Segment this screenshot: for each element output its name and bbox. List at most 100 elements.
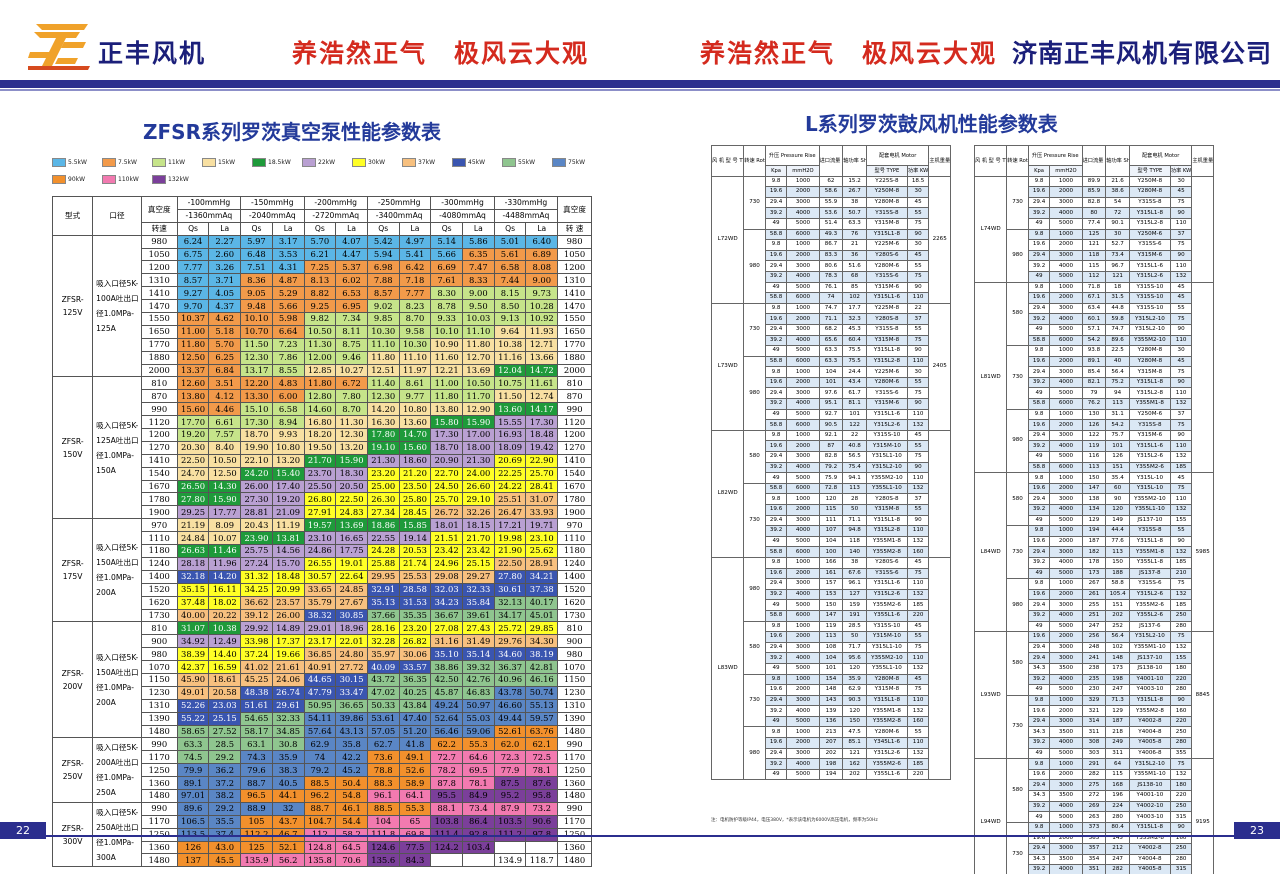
blower-model: L74WD — [973, 175, 1008, 283]
value-cell: 22.55 — [366, 531, 400, 546]
value-cell: 4000 — [1049, 440, 1083, 453]
table-row: 29.4 3000 357 212 Y4002-8 250 — [975, 843, 1214, 855]
speed-cell: 990 — [140, 737, 178, 752]
value-cell: 135.6 — [366, 853, 400, 868]
value-cell: 18.60 — [398, 453, 432, 468]
speed-cell-right: 810 — [557, 376, 592, 391]
speed-cell: 1390 — [140, 711, 178, 726]
value-cell: 78.1 — [462, 776, 495, 790]
value-cell: 75 — [906, 451, 930, 463]
value-cell: JS137-10 — [1128, 514, 1171, 527]
value-cell: 58.8 — [764, 292, 788, 304]
legend-item: 75kW — [552, 156, 602, 169]
value-cell: 71.7 — [842, 641, 867, 654]
value-cell: 8.15 — [493, 286, 527, 301]
value-cell: 7.77 — [398, 286, 432, 301]
value-cell: 49 — [764, 768, 788, 781]
value-cell: 25.15 — [208, 711, 242, 726]
value-cell: 8.82 — [303, 286, 337, 301]
value-cell: 75.5 — [842, 345, 867, 357]
value-cell: 8.70 — [398, 312, 432, 326]
value-cell: 20.43 — [240, 518, 273, 533]
table-row: 900 34.92 12.49 33.98 17.37 23.17 22.01 32.28 26… — [53, 634, 592, 649]
table-row: 1480 58.65 27.52 58.17 34.85 57.64 43.13 57.05 5… — [53, 724, 592, 739]
table-row: 29.4 3000 275 168 JS138-10 180 — [975, 779, 1214, 792]
col-model-header: 型式 — [51, 196, 94, 236]
table-row: 58.8 6000 90.5 122 Y315L2-6 132 — [712, 419, 951, 431]
value-cell: Y315L1-8 — [1128, 376, 1171, 389]
pressure-mmhg: -250mmHg — [366, 196, 432, 210]
value-cell: 29.4 — [1027, 302, 1051, 315]
value-cell: Y4006-8 — [1128, 747, 1171, 760]
weight-header: 主机重量 Frame Weight kg — [1191, 145, 1214, 177]
table-row: 1400 32.18 14.20 31.32 18.48 30.57 22.64 29.95 2… — [53, 569, 592, 584]
value-cell: Y315L1-8 — [865, 694, 908, 707]
value-cell: 247 — [1105, 684, 1130, 696]
value-cell: 104 — [366, 814, 400, 829]
table-row: 1620 37.48 18.02 36.62 23.57 35.79 27.67 35.13 3… — [53, 595, 592, 610]
value-cell: 112 — [303, 827, 337, 842]
table-row: 58.8 6000 100 140 Y355M2-8 160 — [712, 546, 951, 558]
value-cell: 29.2 — [208, 750, 242, 765]
model-header: 风 机 型 号 TYPE — [710, 145, 745, 177]
table-row: 29.4 3000 118 73.4 Y315M-6 90 — [975, 249, 1214, 262]
value-cell: Y355L1-10 — [865, 482, 908, 495]
speed-cell-right: 870 — [557, 389, 592, 404]
value-cell: 29.4 — [1027, 599, 1051, 611]
value-cell: 126 — [176, 840, 210, 855]
value-cell: 6.84 — [208, 363, 242, 378]
value-cell: 280 — [1169, 620, 1193, 633]
value-cell: Y4005-8 — [1128, 737, 1171, 749]
value-cell: 2000 — [1049, 588, 1083, 601]
value-cell: 15.90 — [208, 492, 242, 507]
table-row: 49 5000 263 280 Y4003-10 315 — [975, 811, 1214, 823]
header-row-1: 型式 口径 真空度 -100mmHg -150mmHg -200mmHg -250mmHg -… — [51, 196, 592, 236]
value-cell: 74.5 — [176, 750, 210, 765]
speed-cell-right: 1120 — [557, 415, 592, 430]
value-cell: 110 — [906, 472, 930, 484]
speed-cell: 1050 — [140, 247, 178, 262]
value-cell: 1000 — [1049, 228, 1083, 241]
value-cell: 9.05 — [240, 286, 273, 301]
speed-cell: 1480 — [140, 853, 178, 868]
table-row: 49 5000 75.9 94.1 Y355M2-10 110 — [712, 472, 951, 484]
value-cell: 25.72 — [493, 621, 527, 636]
value-cell: 5000 — [786, 281, 820, 294]
value-cell: 82.8 — [818, 451, 844, 463]
speed-cell-right: 980 — [557, 647, 592, 662]
value-cell: Y315L1-8 — [1128, 535, 1171, 548]
value-cell: 75.9 — [818, 472, 844, 484]
value-cell: 75 — [1169, 631, 1193, 643]
value-cell: 9.48 — [240, 299, 273, 314]
value-cell: 39.2 — [764, 270, 788, 283]
value-cell: 311 — [1081, 726, 1107, 739]
table-row: 19.6 2000 71.1 32.3 Y280S-8 37 — [712, 313, 951, 325]
value-cell: 27.72 — [335, 660, 368, 674]
value-cell: 160 — [906, 715, 930, 728]
value-cell: 2000 — [1049, 768, 1083, 781]
value-cell: 58.8 — [764, 355, 788, 368]
value-cell: 64.5 — [335, 840, 368, 855]
value-cell: 132 — [906, 747, 930, 760]
weight-cell: 2265 — [928, 175, 951, 304]
legend-label: 15kW — [218, 159, 236, 166]
value-cell: 5.66 — [271, 299, 305, 314]
value-cell: 15.40 — [271, 466, 305, 481]
value-cell: 74 — [818, 292, 844, 304]
legend-swatch — [102, 158, 116, 167]
value-cell: 250 — [1169, 800, 1193, 813]
value-cell: 40 — [1105, 355, 1130, 368]
value-cell: 3.71 — [208, 273, 242, 288]
value-cell: 6000 — [786, 546, 820, 558]
speed-cell-right: 1170 — [557, 750, 592, 765]
value-cell: 6.00 — [271, 389, 305, 404]
table-row: 19.6 2000 207 85.1 Y345L1-6 110 — [712, 737, 951, 749]
value-cell: 62.9 — [842, 684, 867, 696]
value-cell: 36 — [842, 249, 867, 262]
value-cell: 5000 — [1049, 387, 1083, 400]
value-cell: Y355L1-8 — [1128, 556, 1171, 569]
value-cell: 22.5 — [1105, 345, 1130, 357]
legend-swatch — [152, 158, 166, 167]
value-cell: 88.1 — [430, 801, 464, 816]
value-cell: 32.33 — [462, 582, 495, 597]
